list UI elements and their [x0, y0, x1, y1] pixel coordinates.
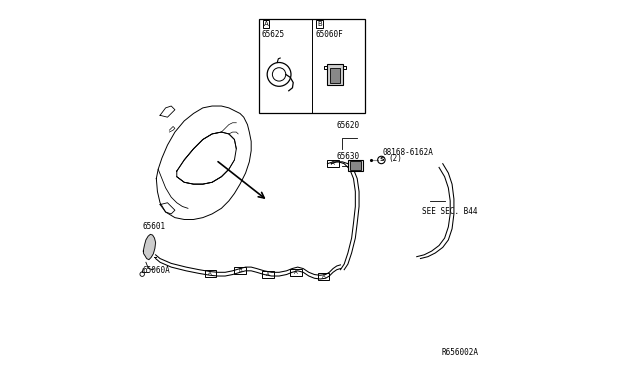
Polygon shape [143, 234, 156, 260]
Text: A: A [266, 272, 270, 277]
Text: A: A [209, 271, 212, 276]
Text: SEE SEC. B44: SEE SEC. B44 [422, 207, 478, 216]
Text: 65630: 65630 [337, 152, 360, 161]
Text: 08168-6162A: 08168-6162A [383, 148, 433, 157]
Text: 65620: 65620 [337, 121, 360, 130]
Text: A: A [264, 21, 268, 27]
Bar [330, 68, 340, 83]
Text: 65601: 65601 [142, 222, 165, 231]
Text: B: B [238, 268, 242, 273]
Bar [348, 160, 363, 171]
Text: 65060A: 65060A [142, 266, 170, 275]
Text: 65060F: 65060F [316, 30, 343, 39]
Bar [349, 161, 361, 170]
Text: B: B [317, 21, 322, 27]
Text: A: A [331, 161, 335, 166]
Text: S: S [379, 157, 384, 163]
Bar [326, 64, 343, 85]
Text: (2): (2) [388, 154, 402, 163]
Text: 65625: 65625 [262, 30, 285, 39]
Text: A: A [294, 270, 298, 275]
Bar [259, 19, 365, 113]
Text: A: A [322, 274, 326, 279]
Text: R656002A: R656002A [441, 348, 478, 357]
